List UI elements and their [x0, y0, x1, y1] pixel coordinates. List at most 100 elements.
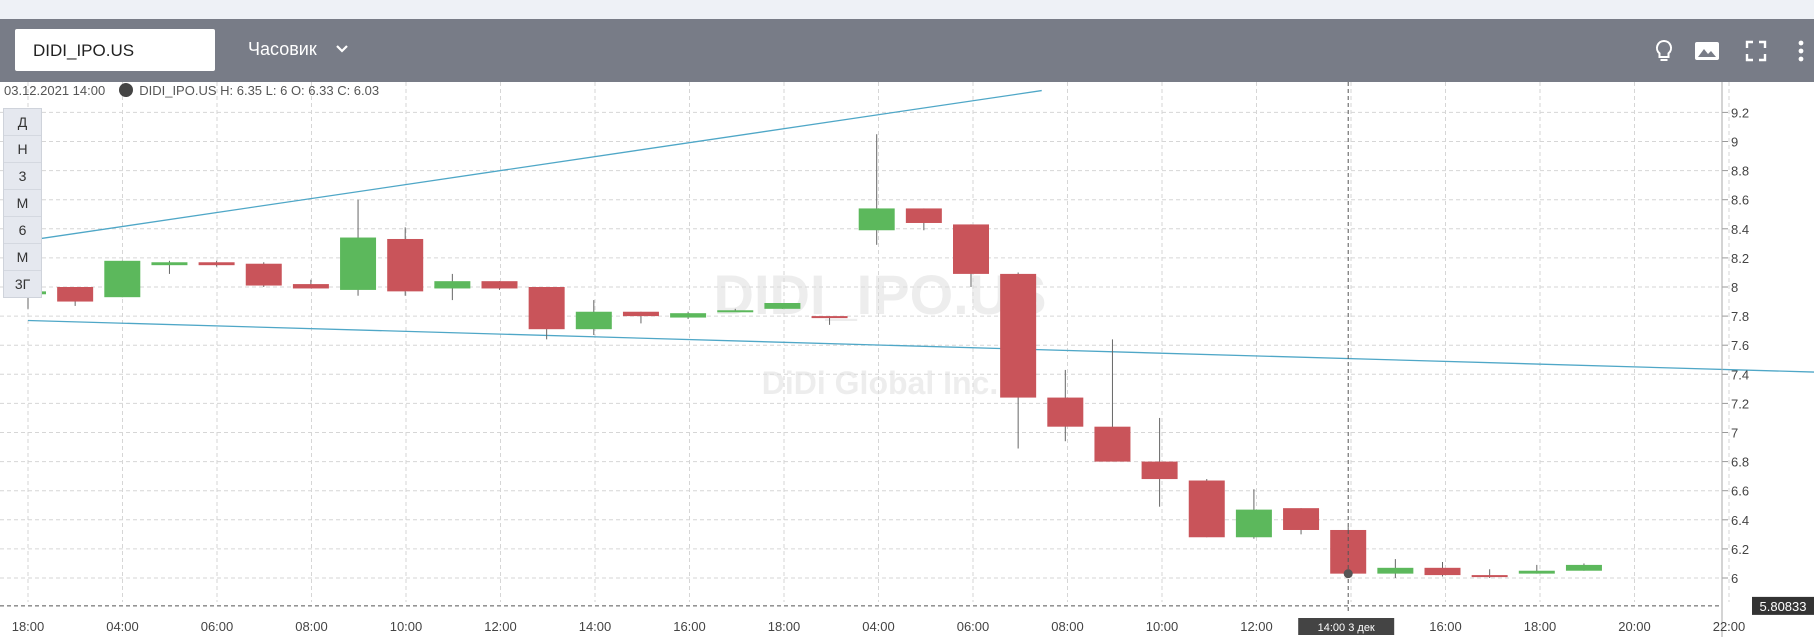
candle-down — [1094, 339, 1131, 462]
time-axis[interactable]: 18:00 04:00 06:00 08:00 10:00 12:00 14:00 16:00… — [12, 619, 1746, 634]
candle-down — [622, 311, 659, 324]
crosshair: 14:00 3 дек 5.80833 — [0, 82, 1814, 635]
candle-down — [811, 316, 848, 325]
candle-up — [151, 260, 188, 274]
crosshair-point — [1343, 569, 1353, 579]
period-button[interactable]: М — [4, 190, 41, 217]
crosshair-price-label: 5.80833 — [1760, 599, 1807, 614]
candle-body — [1141, 461, 1178, 480]
symbol-text: DIDI_IPO.US — [33, 41, 135, 60]
chart-header: DIDI_IPO.US Часовик — [0, 19, 1814, 82]
crosshair-price-box — [1752, 596, 1814, 615]
x-tick-label: 18:00 — [1524, 619, 1557, 634]
y-tick-label: 8.8 — [1731, 164, 1749, 179]
interval-selector[interactable]: Часовик — [248, 39, 317, 59]
period-button[interactable]: Д — [4, 109, 41, 136]
candle-up — [1235, 489, 1272, 539]
period-button[interactable]: 6 — [4, 217, 41, 244]
candle-up — [1565, 563, 1602, 571]
x-tick-label: 16:00 — [673, 619, 706, 634]
candle-down — [245, 262, 282, 287]
period-button[interactable]: Н — [4, 136, 41, 163]
candle-up — [764, 303, 801, 309]
x-tick-label: 18:00 — [12, 619, 45, 634]
period-selector: Д Н 3 М 6 М 3Г — [3, 108, 42, 298]
candle-down — [1283, 508, 1320, 535]
candle-body — [811, 316, 848, 319]
candle-down — [528, 287, 565, 340]
candle-body — [528, 287, 565, 330]
candle-body — [481, 281, 518, 289]
image-icon[interactable] — [1694, 38, 1720, 64]
candle-down — [1188, 479, 1225, 538]
candle-body — [1188, 480, 1225, 538]
trendlines[interactable] — [27, 89, 1814, 376]
chart-area[interactable] — [0, 82, 1814, 637]
chevron-down-icon[interactable] — [334, 43, 350, 55]
candle-body — [151, 262, 188, 266]
x-tick-label: 20:00 — [1618, 619, 1651, 634]
trendline[interactable] — [27, 319, 1814, 375]
candle-up — [434, 273, 471, 301]
watermark-name: DiDi Global Inc. — [762, 365, 998, 401]
period-button[interactable]: М — [4, 244, 41, 271]
ohlc-legend: 03.12.2021 14:00 DIDI_IPO.US H: 6.35 L: 6… — [4, 83, 379, 98]
period-button[interactable]: 3Г — [14, 276, 31, 292]
fullscreen-icon[interactable] — [1743, 38, 1769, 64]
x-tick-label: 08:00 — [1051, 619, 1084, 634]
candle-body — [1000, 273, 1037, 398]
grid — [0, 82, 1730, 602]
candle-body — [1424, 567, 1461, 576]
y-tick-label: 7 — [1731, 426, 1738, 441]
candle-up — [717, 308, 754, 313]
x-tick-label: 08:00 — [295, 619, 328, 634]
candle-down — [905, 208, 942, 231]
watermark-symbol: DIDI_IPO.US — [714, 263, 1047, 326]
candle-body — [905, 208, 942, 223]
x-tick-label: 12:00 — [1240, 619, 1273, 634]
crosshair-time-box — [1298, 618, 1395, 635]
x-tick-label: 18:00 — [768, 619, 801, 634]
lightbulb-icon[interactable] — [1651, 38, 1677, 64]
symbol-input[interactable]: DIDI_IPO.US — [15, 29, 215, 71]
x-tick-label: 16:00 — [1429, 619, 1462, 634]
candle-body — [622, 311, 659, 317]
y-tick-label: 9.2 — [1731, 105, 1749, 120]
trendline[interactable] — [27, 89, 1042, 242]
y-tick-label: 7.4 — [1731, 367, 1749, 382]
candle-body — [1565, 564, 1602, 571]
candle-body — [292, 284, 329, 289]
candle-down — [387, 227, 424, 296]
y-tick-label: 7.2 — [1731, 396, 1749, 411]
candle-body — [387, 238, 424, 292]
candle-body — [717, 310, 754, 313]
x-tick-label: 06:00 — [957, 619, 990, 634]
y-tick-label: 7.8 — [1731, 309, 1749, 324]
candle-body — [1471, 575, 1508, 578]
x-tick-label: 22:00 — [1713, 619, 1746, 634]
candle-down — [292, 279, 329, 289]
candle-body — [57, 287, 94, 302]
price-axis[interactable]: 9.2 9 8.8 8.6 8.4 8.2 8 7.8 7.6 7.4 7.2 7 6.8 6.6 6.4 6… — [1721, 82, 1749, 637]
candlestick-chart[interactable]: DIDI_IPO.US DiDi Global Inc. 9.2 9 8.8 8.6 8… — [0, 82, 1814, 637]
candle-body — [245, 263, 282, 286]
candle-down — [1047, 369, 1084, 442]
candle-down — [57, 287, 94, 306]
candle-up — [858, 134, 895, 245]
candle-body — [1377, 567, 1414, 574]
candle-down — [481, 281, 518, 290]
x-tick-label: 06:00 — [201, 619, 234, 634]
candle-up — [575, 300, 612, 336]
x-tick-label: 10:00 — [1146, 619, 1179, 634]
more-vertical-icon[interactable] — [1788, 38, 1814, 64]
candle-body — [858, 208, 895, 231]
candle-down — [198, 260, 235, 267]
candle-up — [1518, 564, 1555, 574]
x-tick-label: 12:00 — [484, 619, 517, 634]
candle-body — [104, 260, 141, 298]
y-tick-label: 7.6 — [1731, 338, 1749, 353]
y-tick-label: 6.2 — [1731, 542, 1749, 557]
y-tick-label: 8.6 — [1731, 193, 1749, 208]
period-button[interactable]: 3 — [4, 163, 41, 190]
crosshair-time-label: 14:00 3 дек — [1318, 622, 1375, 634]
